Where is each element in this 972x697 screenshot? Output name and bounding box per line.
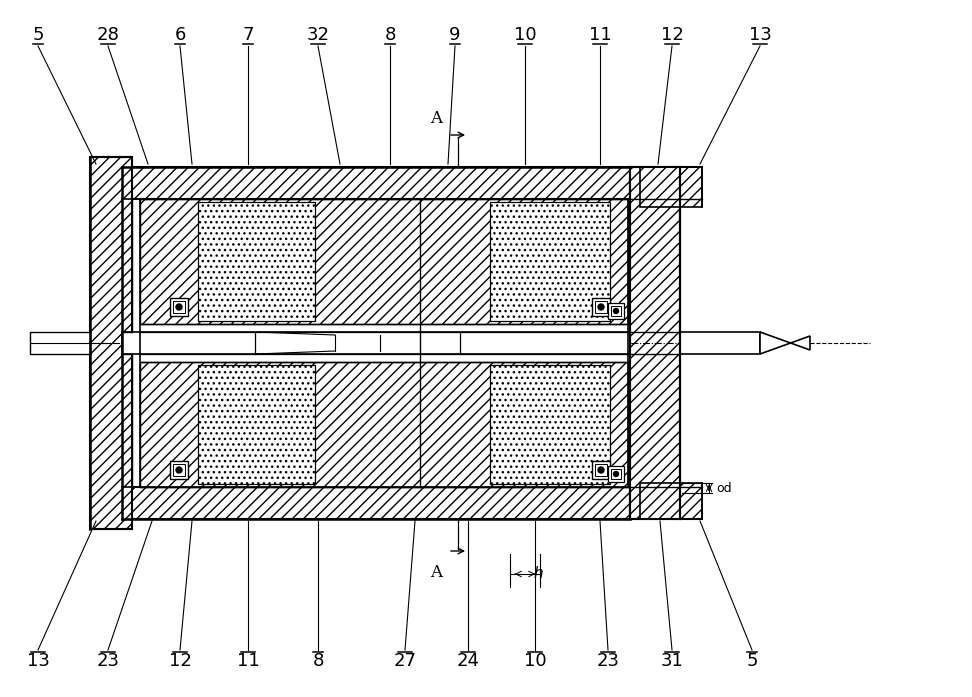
Bar [592,461,610,479]
Bar [608,466,624,482]
Text: 13: 13 [748,26,772,44]
Text: 28: 28 [96,26,120,44]
Bar [680,332,760,354]
Polygon shape [760,332,810,354]
Text: 5: 5 [746,652,758,670]
Text: A: A [430,564,442,581]
Text: 8: 8 [312,652,324,670]
Bar [198,202,315,321]
Text: A: A [430,110,442,127]
Text: od: od [716,482,732,494]
Bar [630,167,680,519]
Text: 7: 7 [242,26,254,44]
Text: 9: 9 [449,26,461,44]
Circle shape [176,467,182,473]
Circle shape [613,309,618,314]
Bar [640,483,702,519]
Text: 5: 5 [32,26,44,44]
Text: 10: 10 [524,652,546,670]
Bar [122,487,630,519]
Circle shape [176,304,182,310]
Bar [122,167,630,199]
Text: 27: 27 [394,652,416,670]
Bar [611,469,621,479]
Text: 11: 11 [236,652,260,670]
Bar [198,365,315,484]
Bar [122,332,630,354]
Bar [170,298,188,316]
Text: 32: 32 [306,26,330,44]
Text: 13: 13 [26,652,50,670]
Text: h: h [534,567,542,581]
Text: 24: 24 [457,652,479,670]
Text: 12: 12 [168,652,191,670]
Bar [490,202,610,321]
Circle shape [613,471,618,477]
Bar [173,464,185,476]
Bar [30,332,90,354]
Bar [640,167,702,207]
Bar [608,303,624,319]
Text: 8: 8 [384,26,396,44]
Text: 23: 23 [597,652,619,670]
Text: 10: 10 [513,26,537,44]
Bar [490,365,610,484]
Circle shape [598,304,604,310]
Text: 11: 11 [589,26,611,44]
Bar [140,199,628,324]
Bar [90,157,132,529]
Text: 12: 12 [661,26,683,44]
Bar [140,362,628,487]
Bar [173,301,185,313]
Bar [595,301,607,313]
Bar [611,306,621,316]
Text: 31: 31 [661,652,683,670]
Bar [170,461,188,479]
Text: 23: 23 [96,652,120,670]
Circle shape [598,467,604,473]
Text: 6: 6 [174,26,186,44]
Bar [592,298,610,316]
Bar [595,464,607,476]
